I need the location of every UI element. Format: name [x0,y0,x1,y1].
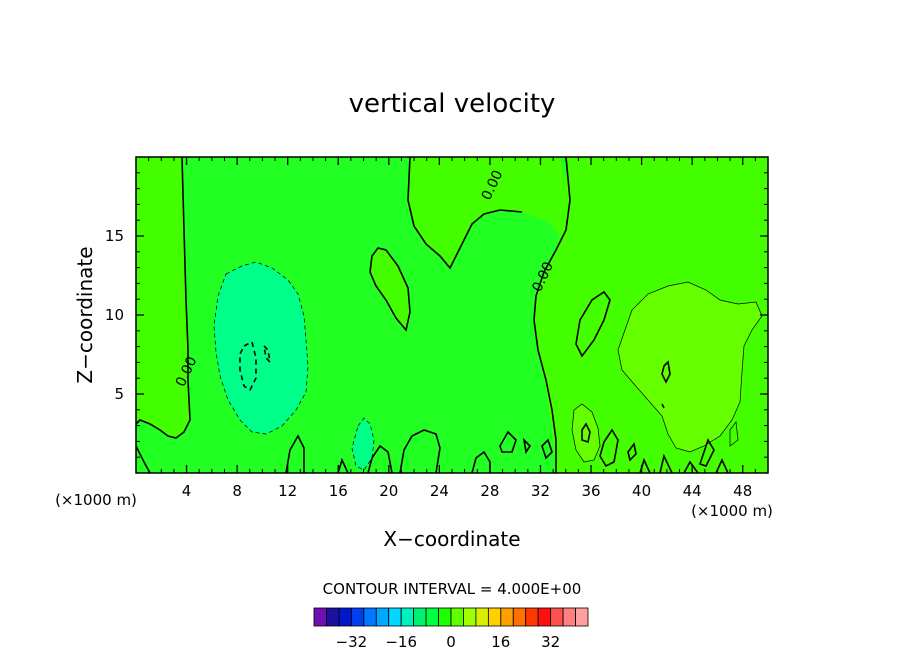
colorbar-tick-label: 32 [541,633,560,651]
contour-blob-upper-right [575,290,611,358]
contour-light-positive [617,281,763,453]
x-tick-label: 12 [278,482,297,500]
field-blob-upper-right [576,292,610,356]
field-negative-x18 [352,418,374,470]
contour-thin [213,261,763,471]
colorbar-swatch [413,607,427,627]
colorbar-swatch [338,607,352,627]
x-tick-labels: 4 8 12 16 20 24 28 32 36 40 44 48 [182,482,752,500]
colorbar-swatch [375,607,390,627]
x-tick-label: 28 [480,482,499,500]
plot-area: 0.000.000.00 [135,156,769,474]
x-unit-left: (×1000 m) [55,491,137,509]
colorbar-labels: −32 −16 0 16 32 [336,633,561,651]
colorbar-swatch [525,607,539,627]
z-tick-label: 5 [114,385,124,403]
colorbar-swatch [363,607,377,627]
colorbar-swatch [550,607,564,627]
colorbar-swatch [500,607,514,627]
colorbar-swatch [400,607,415,627]
contour-top-blob [407,157,523,270]
colorbar-swatch [475,607,489,627]
contour-blob-x36-inner [581,422,591,444]
colorbar-swatch [388,607,402,627]
colorbar-tick-label: 0 [446,633,456,651]
x-tick-label: 40 [632,482,651,500]
contour-right-main [533,157,571,473]
x-tick-label: 24 [430,482,449,500]
x-tick-label: 36 [581,482,600,500]
chart-title: vertical velocity [349,89,556,119]
colorbar [313,607,589,627]
x-tick-label: 20 [379,482,398,500]
x-tick-label: 16 [329,482,348,500]
colorbar-swatch [537,607,552,627]
axis-ticks [136,157,768,473]
colorbar-tick-label: −16 [385,633,417,651]
contour-left [136,157,191,439]
contour-blob-x36 [571,403,601,463]
x-tick-label: 32 [531,482,550,500]
x-unit-right: (×1000 m) [691,502,773,520]
colorbar-swatch [425,607,439,627]
contour-lines [136,157,729,473]
x-tick-label: 4 [182,482,192,500]
colorbar-tick-label: 16 [491,633,510,651]
colorbar-swatch [512,607,527,627]
contour-blob-x20 [369,247,411,332]
colorbar-swatch [438,607,452,627]
colorbar-swatch [313,607,327,627]
field-light-positive [618,282,762,452]
colorbar-swatch [575,607,589,627]
z-tick-label: 15 [105,227,124,245]
colorbar-swatch [463,607,477,627]
x-tick-label: 8 [232,482,242,500]
contour-bottom-wiggle [136,428,729,473]
x-tick-label: 44 [683,482,702,500]
z-axis-label: Z−coordinate [73,246,97,383]
x-axis-label: X−coordinate [383,527,520,551]
contour-right-small [729,421,739,447]
colorbar-swatch [562,607,576,627]
colorbar-swatch [450,607,464,627]
z-tick-label: 10 [105,306,124,324]
x-tick-label: 48 [733,482,752,500]
colorbar-tick-label: −32 [336,633,368,651]
colorbar-swatch [487,607,502,627]
colorbar-swatch [326,607,340,627]
contour-negative-left [213,261,309,435]
contour-negative-inner [239,340,272,392]
field-blob-x20 [370,248,410,330]
field-left-strip [136,157,190,438]
z-tick-labels: 5 10 15 [105,227,124,403]
field-negative-left [214,262,308,434]
field-blob-x36 [572,404,600,462]
colorbar-swatch [350,607,365,627]
contour-small-right [661,360,671,409]
contour-interval-text: CONTOUR INTERVAL = 4.000E+00 [323,580,582,598]
